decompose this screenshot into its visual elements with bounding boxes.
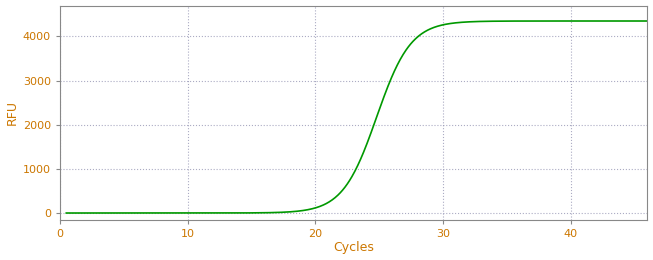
X-axis label: Cycles: Cycles: [333, 242, 374, 255]
Y-axis label: RFU: RFU: [6, 100, 18, 125]
